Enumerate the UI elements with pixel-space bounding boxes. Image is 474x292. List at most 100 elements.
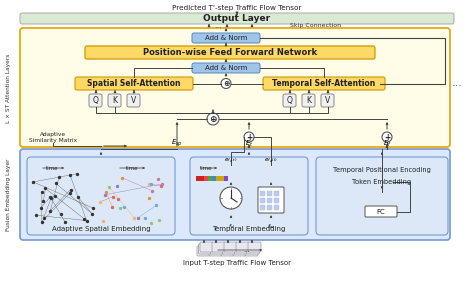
Point bbox=[155, 218, 163, 223]
FancyBboxPatch shape bbox=[221, 246, 234, 256]
Text: ⊕: ⊕ bbox=[209, 114, 217, 124]
Circle shape bbox=[220, 187, 242, 209]
Text: Fusion Embedding Layer: Fusion Embedding Layer bbox=[7, 159, 11, 231]
Bar bbox=[200, 175, 204, 180]
Point bbox=[102, 189, 109, 194]
Circle shape bbox=[244, 132, 254, 142]
Point bbox=[141, 216, 148, 221]
FancyBboxPatch shape bbox=[365, 206, 397, 217]
Text: Skip Connection: Skip Connection bbox=[290, 23, 341, 29]
Bar bbox=[204, 175, 208, 180]
FancyBboxPatch shape bbox=[192, 33, 260, 43]
FancyBboxPatch shape bbox=[236, 242, 249, 252]
FancyBboxPatch shape bbox=[199, 244, 211, 254]
Point bbox=[147, 220, 155, 225]
FancyBboxPatch shape bbox=[20, 13, 454, 24]
FancyBboxPatch shape bbox=[212, 242, 225, 252]
Point bbox=[66, 172, 73, 177]
Point bbox=[157, 184, 165, 188]
Circle shape bbox=[221, 79, 231, 88]
Point bbox=[67, 187, 74, 192]
Text: $f_d$: $f_d$ bbox=[228, 222, 234, 231]
FancyBboxPatch shape bbox=[108, 94, 121, 107]
Point bbox=[66, 191, 73, 196]
Text: time: time bbox=[126, 166, 138, 171]
Point bbox=[145, 196, 153, 201]
FancyBboxPatch shape bbox=[233, 246, 246, 256]
Text: Predicted T'-step Traffic Flow Tensor: Predicted T'-step Traffic Flow Tensor bbox=[173, 5, 301, 11]
Point bbox=[46, 208, 54, 213]
Point bbox=[46, 195, 54, 199]
FancyBboxPatch shape bbox=[197, 246, 210, 256]
Point bbox=[153, 203, 160, 208]
Text: $E_f$: $E_f$ bbox=[383, 139, 392, 149]
Point bbox=[88, 211, 96, 216]
Point bbox=[97, 199, 104, 204]
Point bbox=[99, 218, 107, 223]
FancyBboxPatch shape bbox=[27, 157, 175, 235]
FancyBboxPatch shape bbox=[274, 205, 279, 210]
Point bbox=[154, 177, 162, 181]
Point bbox=[29, 180, 37, 184]
Point bbox=[73, 171, 81, 176]
Point bbox=[51, 193, 59, 198]
Bar bbox=[216, 175, 220, 180]
Text: Q: Q bbox=[93, 96, 99, 105]
Text: Temporal Embedding: Temporal Embedding bbox=[212, 226, 286, 232]
Point bbox=[158, 182, 166, 186]
Text: ⊕: ⊕ bbox=[223, 79, 229, 88]
FancyBboxPatch shape bbox=[192, 63, 260, 73]
Text: +: + bbox=[384, 133, 390, 142]
FancyBboxPatch shape bbox=[89, 94, 102, 107]
FancyBboxPatch shape bbox=[20, 149, 450, 240]
FancyBboxPatch shape bbox=[224, 242, 237, 252]
Point bbox=[147, 182, 155, 187]
FancyBboxPatch shape bbox=[210, 244, 224, 254]
FancyBboxPatch shape bbox=[263, 77, 385, 90]
Bar bbox=[212, 175, 216, 180]
Bar bbox=[224, 175, 228, 180]
Text: time: time bbox=[46, 166, 58, 171]
FancyBboxPatch shape bbox=[200, 242, 213, 252]
Point bbox=[38, 190, 46, 195]
Text: Output Layer: Output Layer bbox=[203, 14, 271, 23]
Point bbox=[113, 184, 121, 188]
Bar bbox=[220, 175, 224, 180]
FancyBboxPatch shape bbox=[20, 28, 450, 147]
FancyBboxPatch shape bbox=[267, 191, 272, 196]
Text: $e_{f_w(t)}$: $e_{f_w(t)}$ bbox=[264, 157, 278, 165]
Point bbox=[81, 217, 88, 221]
Point bbox=[101, 192, 109, 197]
Point bbox=[57, 212, 64, 217]
Point bbox=[32, 213, 39, 218]
FancyBboxPatch shape bbox=[127, 94, 140, 107]
Text: ...: ... bbox=[244, 247, 250, 253]
Point bbox=[109, 194, 116, 199]
FancyBboxPatch shape bbox=[209, 246, 222, 256]
Text: Q: Q bbox=[287, 96, 293, 105]
FancyBboxPatch shape bbox=[190, 157, 308, 235]
Point bbox=[55, 174, 63, 179]
Point bbox=[42, 186, 49, 191]
Point bbox=[109, 204, 116, 209]
Text: Input T-step Traffic Flow Tensor: Input T-step Traffic Flow Tensor bbox=[183, 260, 291, 266]
Text: Temporal Positional Encoding: Temporal Positional Encoding bbox=[333, 167, 431, 173]
Text: FC: FC bbox=[377, 208, 385, 215]
FancyBboxPatch shape bbox=[274, 198, 279, 203]
Text: V: V bbox=[325, 96, 331, 105]
Text: Token Embedding: Token Embedding bbox=[353, 179, 411, 185]
Bar bbox=[208, 175, 212, 180]
Point bbox=[117, 206, 124, 210]
Text: +: + bbox=[246, 133, 252, 142]
Text: Position-wise Feed Forward Network: Position-wise Feed Forward Network bbox=[143, 48, 317, 57]
Point bbox=[118, 175, 126, 180]
FancyBboxPatch shape bbox=[260, 205, 265, 210]
Point bbox=[105, 185, 113, 189]
Text: Adaptive Spatial Embedding: Adaptive Spatial Embedding bbox=[52, 226, 150, 232]
Point bbox=[61, 220, 69, 225]
Point bbox=[38, 219, 46, 224]
Point bbox=[74, 195, 82, 200]
Text: L × ST Attention Layers: L × ST Attention Layers bbox=[7, 53, 11, 123]
Point bbox=[83, 218, 91, 223]
Text: K: K bbox=[112, 96, 118, 105]
